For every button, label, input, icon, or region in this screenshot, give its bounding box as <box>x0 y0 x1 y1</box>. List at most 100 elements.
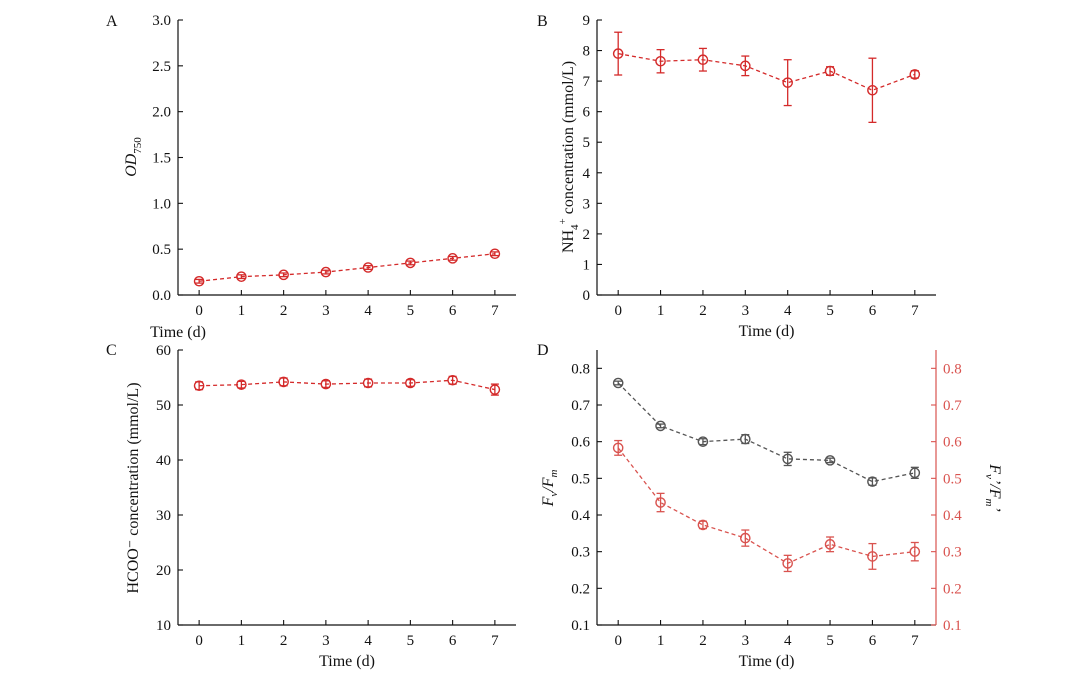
panel-c-data-point <box>236 379 247 390</box>
panel-d-y-tick-label: 0.2 <box>571 581 590 597</box>
panel-b-y-tick-label: 6 <box>583 105 591 121</box>
panel-d-ylabel-right: Fv’/Fm’ <box>983 463 1003 512</box>
panel-a-y-tick-label: 2.5 <box>152 59 171 75</box>
panel-a-y-tick-label: 0.5 <box>152 242 171 258</box>
panel-b-data-point <box>824 65 836 77</box>
panel-d-y-tick-label-right: 0.6 <box>943 435 962 451</box>
panel-d-y-tick-label: 0.4 <box>571 508 590 524</box>
panel-d-y-tick-label-right: 0.3 <box>943 545 962 561</box>
panel-d-y-tick-label-right: 0.5 <box>943 471 962 487</box>
panel-d-plot: 0 1 2 3 4 5 6 7 Time (d) 0.1 0.2 0.3 0.4 0.5 0.6 0.7 0.8… <box>571 350 962 670</box>
panel-d-x-tick-label: 0 <box>614 633 622 649</box>
panel-b-data-point <box>867 84 878 96</box>
panel-d-y-tick-label-right: 0.1 <box>943 618 962 634</box>
panel-c-data-point <box>362 377 374 389</box>
panel-d-y-tick-label-right: 0.8 <box>943 361 962 377</box>
panel-d-data-point <box>782 558 793 569</box>
panel-d-y-tick-label: 0.7 <box>571 398 590 414</box>
panel-b-y-tick-label: 2 <box>583 227 591 243</box>
panel-d-data-point <box>740 433 751 445</box>
panel-a-x-tick-label: 2 <box>280 303 288 319</box>
panel-c-y-tick-label: 50 <box>156 398 171 414</box>
panel-b-data-point <box>655 55 666 67</box>
panel-c-x-tick-label: 7 <box>491 633 499 649</box>
panel-c-xlabel: Time (d) <box>319 653 375 670</box>
panel-d-x-tick-label: 1 <box>657 633 665 649</box>
panel-c: C HCOO⁻ concentration (mmol/L) <box>106 342 142 594</box>
panel-d-x-tick-label: 2 <box>699 633 707 649</box>
panel-c-series-0 <box>193 374 501 396</box>
panel-b-series-line <box>618 52 916 91</box>
panel-a-y-tick-label: 2.0 <box>152 105 171 121</box>
panel-d-data-point <box>824 539 836 550</box>
panel-b-y-tick-label: 4 <box>583 166 591 182</box>
panel-a-data-point <box>489 248 501 260</box>
panel-c-data-point <box>193 380 205 392</box>
panel-a-data-point <box>236 271 247 282</box>
panel-b-y-tick-label: 3 <box>583 196 591 212</box>
panel-d-data-point <box>697 436 709 447</box>
panel-c-y-tick-label: 40 <box>156 453 171 469</box>
panel-d-data-point <box>782 453 793 465</box>
panel-d-y-tick-label: 0.8 <box>571 361 590 377</box>
panel-c-data-point <box>278 376 289 388</box>
panel-b-y-tick-label: 7 <box>583 74 591 90</box>
panel-c-label: C <box>106 342 117 359</box>
panel-b-x-tick-label: 7 <box>911 303 919 319</box>
panel-c-series-line <box>199 379 496 391</box>
panel-c-data-point <box>489 384 501 395</box>
panel-d-y-tick-label: 0.5 <box>571 471 590 487</box>
panel-a-data-point <box>320 266 332 278</box>
panel-c-x-tick-label: 6 <box>449 633 457 649</box>
panel-a-x-tick-label: 0 <box>195 303 203 319</box>
panel-c-x-tick-label: 1 <box>238 633 246 649</box>
panel-d-data-point <box>655 497 666 508</box>
panel-d-data-point <box>740 532 751 544</box>
panel-a-data-point <box>278 269 289 281</box>
panel-d-x-tick-label: 5 <box>826 633 834 649</box>
panel-b-x-tick-label: 2 <box>699 303 707 319</box>
panel-b-x-tick-label: 5 <box>826 303 834 319</box>
panel-b-ylabel: NH4+ concentration (mmol/L) <box>557 61 581 253</box>
panel-a-data-point <box>405 257 416 269</box>
panel-d: D Fv/Fm Fv’/Fm’ <box>537 342 1003 512</box>
panel-d-data-point <box>867 551 878 562</box>
panel-d-data-point <box>697 519 709 531</box>
panel-b-label: B <box>537 13 548 30</box>
panel-a-series-0 <box>193 248 501 287</box>
panel-b-data-point <box>612 48 624 59</box>
panel-a-x-tick-label: 1 <box>238 303 246 319</box>
panel-c-y-tick-label: 30 <box>156 508 171 524</box>
panel-d-y-tick-label: 0.6 <box>571 435 590 451</box>
panel-d-xlabel: Time (d) <box>739 653 795 670</box>
panel-b-plot: 0 1 2 3 4 5 6 7 Time (d) 0 1 2 3 4 5 6 7 8 9 <box>583 13 936 340</box>
panel-b-x-tick-label: 0 <box>614 303 622 319</box>
panel-c-x-tick-label: 0 <box>195 633 203 649</box>
panel-b-y-tick-label: 0 <box>583 288 591 304</box>
panel-d-series-0 <box>612 377 921 487</box>
panel-c-x-tick-label: 3 <box>322 633 330 649</box>
panel-d-y-tick-label: 0.1 <box>571 618 590 634</box>
panel-d-series-line <box>617 382 915 483</box>
panel-d-x-tick-label: 6 <box>869 633 877 649</box>
panel-a-xlabel: Time (d) <box>150 324 206 341</box>
panel-b-y-tick-label: 5 <box>583 135 591 151</box>
panel-a-x-tick-label: 3 <box>322 303 330 319</box>
panel-c-x-tick-label: 5 <box>407 633 415 649</box>
panel-b-x-tick-label: 1 <box>657 303 665 319</box>
panel-d-data-point <box>867 476 878 487</box>
panel-d-x-tick-label: 7 <box>911 633 919 649</box>
panel-a: A Time (d) OD750 <box>106 13 206 341</box>
panel-a-label: A <box>106 13 118 30</box>
panel-d-label: D <box>537 342 549 359</box>
panel-a-data-point <box>362 262 374 273</box>
panel-c-y-tick-label: 10 <box>156 618 171 634</box>
panel-a-y-tick-label: 1.0 <box>152 196 171 212</box>
panel-b-x-tick-label: 6 <box>869 303 877 319</box>
panel-d-y-tick-label-right: 0.4 <box>943 508 962 524</box>
panel-b-xlabel: Time (d) <box>739 323 795 340</box>
panel-a-ylabel: OD750 <box>123 137 144 177</box>
panel-d-y-tick-label: 0.3 <box>571 545 590 561</box>
panel-a-series-line <box>199 253 495 282</box>
